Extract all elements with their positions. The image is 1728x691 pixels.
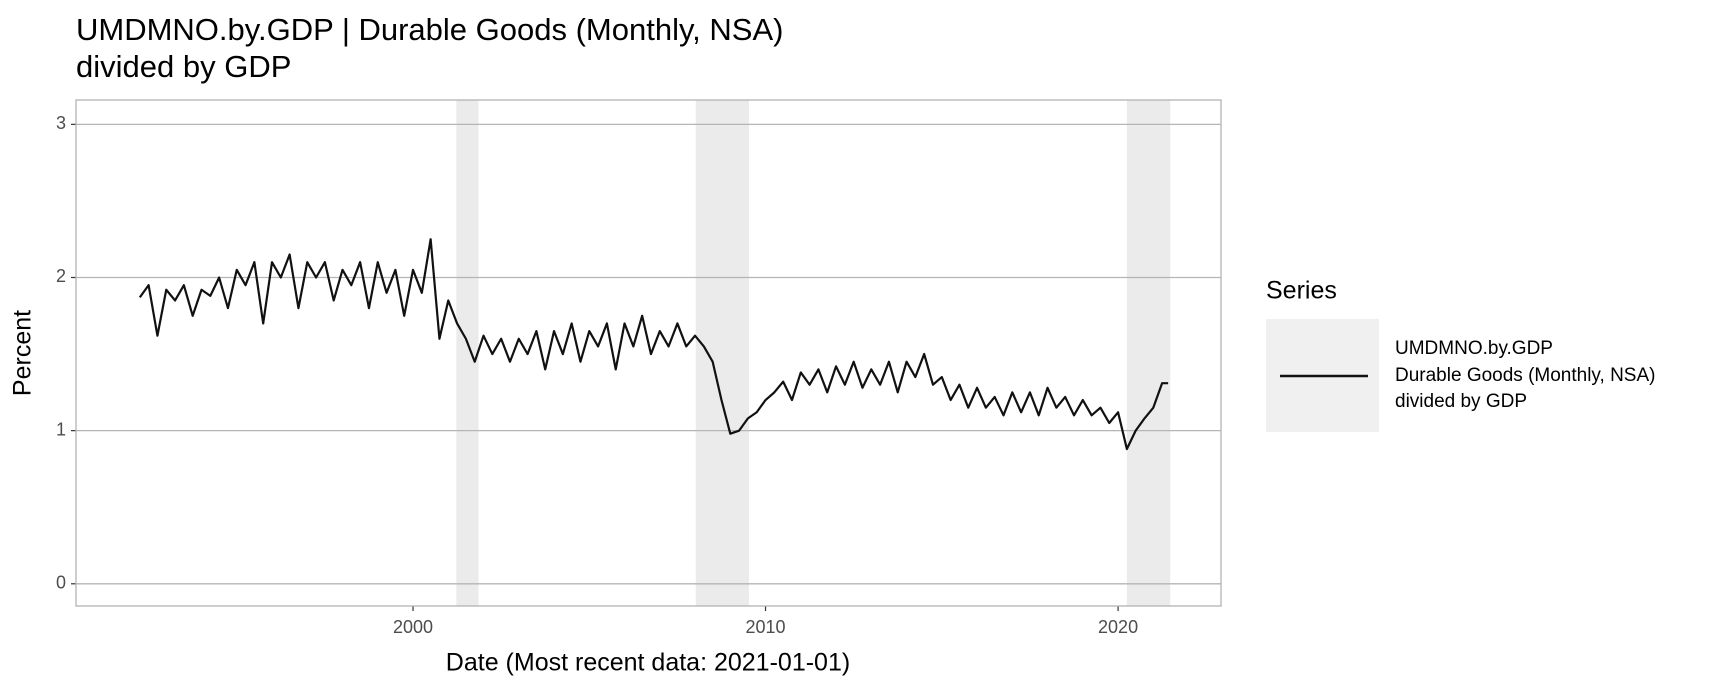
series-line: [138, 238, 1169, 451]
chart-title: UMDMNO.by.GDP | Durable Goods (Monthly, …: [76, 12, 784, 84]
x-tick-label: 2000: [393, 617, 433, 637]
x-axis-title: Date (Most recent data: 2021-01-01): [446, 649, 850, 677]
y-tick-label: 2: [56, 266, 66, 286]
recession-band: [695, 100, 749, 606]
y-tick-label: 0: [56, 573, 66, 593]
legend-title: Series: [1266, 277, 1337, 305]
recession-band: [1126, 100, 1171, 606]
recession-band: [456, 100, 479, 606]
x-tick-label: 2020: [1098, 617, 1138, 637]
legend-label: UMDMNO.by.GDP Durable Goods (Monthly, NS…: [1395, 338, 1656, 412]
y-axis-title: Percent: [9, 310, 37, 396]
plot-border: [75, 99, 1222, 607]
x-tick-label: 2010: [746, 617, 786, 637]
y-tick-label: 1: [56, 419, 66, 439]
y-tick-label: 3: [56, 113, 66, 133]
plot-background: [76, 100, 1221, 606]
